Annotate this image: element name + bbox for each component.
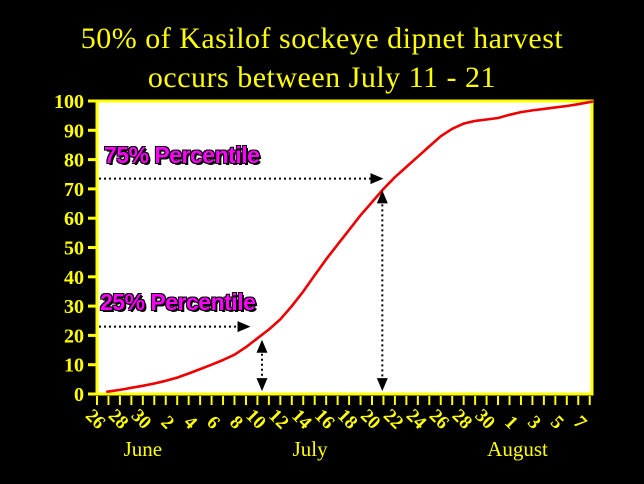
x-axis-tick-label: 30	[127, 405, 155, 433]
y-axis-tick-label: 30	[64, 296, 84, 318]
month-label-july: July	[293, 437, 329, 461]
date-marker-1-down-arrowhead	[256, 378, 268, 392]
y-axis-tick-label: 40	[64, 267, 84, 289]
x-axis-tick-label: 8	[225, 412, 247, 434]
percentile-75-label: 75% Percentile	[104, 142, 260, 168]
x-axis-tick-label: 2	[156, 412, 178, 434]
y-axis-tick-label: 60	[64, 208, 84, 230]
x-axis-tick-label: 3	[523, 412, 545, 434]
y-axis-tick-label: 80	[64, 150, 84, 172]
y-axis-tick-label: 10	[64, 355, 84, 377]
y-axis-tick-label: 0	[74, 384, 84, 406]
x-axis-tick-label: 5	[546, 412, 568, 434]
x-axis-tick-label: 7	[569, 412, 591, 434]
y-axis-tick-label: 20	[64, 325, 84, 347]
x-axis-tick-label: 4	[179, 412, 201, 434]
y-axis-tick-label: 90	[64, 120, 84, 142]
y-axis-tick-label: 70	[64, 179, 84, 201]
date-marker-2-down-arrowhead	[376, 378, 388, 392]
percentile_75-arrowhead	[370, 173, 384, 185]
percentile_25-arrowhead	[237, 321, 251, 333]
chart-title-line-2: occurs between July 11 - 21	[147, 61, 497, 94]
month-label-august: August	[487, 437, 548, 461]
y-axis-tick-label: 50	[64, 238, 84, 260]
chart-title-line-1: 50% of Kasilof sockeye dipnet harvest	[80, 22, 564, 55]
harvest-curve	[106, 100, 594, 394]
percentile-25-label: 25% Percentile	[100, 289, 256, 315]
x-axis-tick-label: 1	[500, 412, 522, 434]
x-axis-tick-label: 30	[471, 405, 499, 433]
date-marker-1-up-arrowhead	[256, 339, 268, 353]
date-marker-2-up-arrowhead	[376, 190, 388, 204]
plot-area	[95, 99, 594, 396]
y-axis-tick-label: 100	[54, 91, 84, 113]
chart-title: 50% of Kasilof sockeye dipnet harvest oc…	[0, 19, 644, 97]
month-label-june: June	[124, 437, 163, 461]
x-axis-tick-label: 6	[202, 412, 224, 434]
